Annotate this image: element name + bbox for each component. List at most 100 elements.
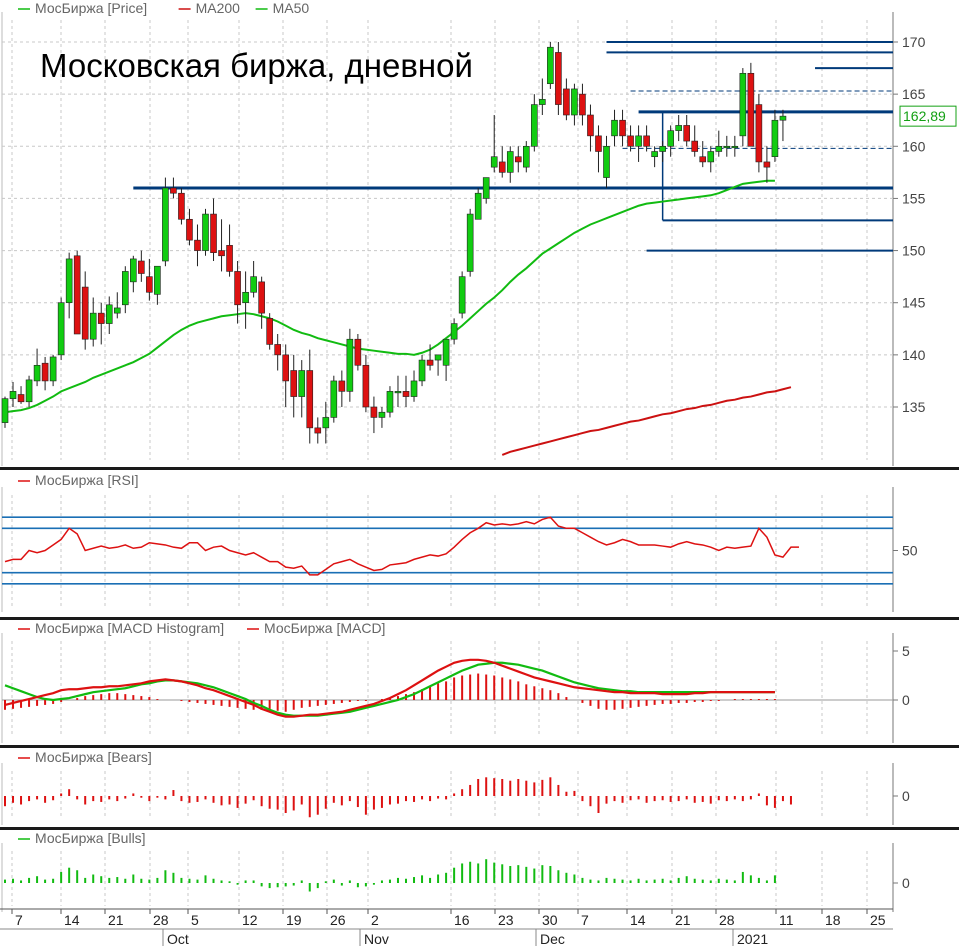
candle-body — [186, 218, 193, 241]
candle-body — [202, 213, 209, 251]
candle-body — [17, 394, 25, 403]
legend-label: MA200 — [196, 0, 241, 16]
x-tick-label: 21 — [108, 912, 124, 928]
candle-body — [587, 114, 594, 137]
candle-body — [434, 354, 442, 361]
panel-separator — [0, 745, 959, 748]
candle-body — [747, 72, 755, 147]
y-tick-label: 155 — [902, 190, 926, 206]
candle-body — [49, 356, 57, 382]
candle-body — [563, 88, 570, 116]
candle-body — [346, 338, 354, 392]
candle-body — [595, 135, 602, 152]
candle-body — [314, 427, 322, 434]
y-tick-label: 165 — [902, 86, 926, 102]
legend-label: МосБиржа [RSI] — [35, 472, 139, 488]
candle-body — [386, 391, 394, 413]
candle-body — [9, 391, 17, 399]
candle-body — [635, 135, 642, 147]
y-tick-label: 0 — [902, 692, 910, 708]
x-tick-label: 18 — [825, 912, 841, 928]
bears-bars — [4, 777, 792, 818]
y-tick-label: 0 — [902, 875, 910, 891]
x-tick-label: 5 — [191, 912, 199, 928]
candle-body — [651, 151, 658, 158]
candle-body — [378, 411, 386, 418]
candle-body — [731, 145, 739, 149]
legend-label: MA50 — [273, 0, 310, 16]
y-tick-label: 135 — [902, 399, 926, 415]
candle-body — [362, 364, 370, 408]
legend-label: МосБиржа [Bears] — [35, 749, 152, 765]
candle-body — [514, 156, 522, 163]
x-tick-label: 30 — [542, 912, 558, 928]
panel-separator — [0, 467, 959, 470]
panel-separator — [0, 617, 959, 620]
x-tick-label: 11 — [779, 912, 794, 928]
legend: МосБиржа [Bears] — [18, 749, 152, 765]
candle-body — [410, 380, 418, 397]
candle-body — [779, 115, 787, 121]
y-tick-label: 170 — [902, 34, 926, 50]
candle-body — [282, 354, 290, 382]
candle-body — [571, 88, 578, 116]
candle-body — [274, 344, 281, 356]
candle-body — [522, 145, 530, 168]
candle-body — [1, 398, 9, 423]
candle-body — [426, 359, 434, 366]
candle-body — [723, 145, 731, 149]
candle-body — [226, 245, 233, 272]
x-tick-label: 19 — [286, 912, 302, 928]
candle-body — [627, 135, 634, 147]
macd-histogram — [4, 673, 776, 712]
candle-body — [458, 276, 466, 314]
candle-body — [298, 370, 306, 397]
month-label: Dec — [540, 931, 565, 946]
candle-body — [338, 380, 346, 392]
candles — [1, 42, 787, 444]
candle-body — [266, 318, 273, 345]
candle-body — [771, 119, 779, 158]
x-tick-label: 28 — [719, 912, 735, 928]
legend: МосБиржа [MACD Histogram] МосБиржа [MACD] — [18, 620, 385, 636]
candle-body — [25, 379, 33, 403]
candle-body — [667, 130, 674, 147]
candle-body — [97, 312, 105, 324]
x-tick-label: 7 — [581, 912, 589, 928]
candle-body — [65, 258, 73, 304]
y-tick-label: 150 — [902, 243, 926, 259]
candle-body — [579, 93, 586, 116]
candle-body — [178, 192, 185, 220]
candle-body — [707, 151, 715, 163]
x-tick-label: 14 — [64, 912, 80, 928]
candle-body — [210, 213, 217, 253]
candle-body — [715, 145, 723, 152]
candle-body — [122, 271, 129, 306]
candle-body — [89, 312, 97, 340]
macd-line — [4, 658, 775, 718]
chart-title: Московская биржа, дневной — [40, 47, 473, 84]
candle-body — [306, 370, 314, 429]
legend: МосБиржа [Price] MA200 MA50 — [18, 0, 309, 16]
month-label: Oct — [167, 931, 189, 946]
candle-body — [498, 161, 506, 173]
candle-body — [531, 104, 538, 147]
candle-body — [763, 161, 771, 168]
x-tick-label: 23 — [498, 912, 514, 928]
y-tick-label: 5 — [902, 643, 910, 659]
candle-body — [603, 145, 610, 178]
candle-body — [675, 125, 682, 131]
candle-body — [755, 104, 763, 163]
candle-body — [330, 380, 338, 418]
legend-label: МосБиржа [Price] — [35, 0, 147, 16]
candle-body — [81, 286, 89, 340]
candle-body — [402, 391, 410, 397]
candle-body — [450, 323, 458, 340]
candle-body — [643, 135, 650, 147]
x-tick-label: 2 — [371, 912, 379, 928]
x-tick-label: 16 — [454, 912, 470, 928]
candle-body — [619, 119, 626, 137]
x-tick-label: 7 — [15, 912, 23, 928]
